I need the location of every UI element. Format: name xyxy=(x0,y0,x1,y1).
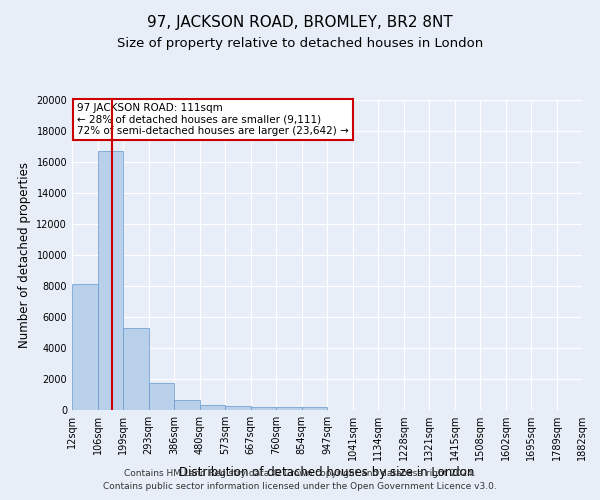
Bar xyxy=(225,406,251,410)
Text: Size of property relative to detached houses in London: Size of property relative to detached ho… xyxy=(117,38,483,51)
Bar xyxy=(276,407,302,410)
Bar xyxy=(123,328,149,410)
X-axis label: Distribution of detached houses by size in London: Distribution of detached houses by size … xyxy=(179,466,475,479)
Bar xyxy=(149,383,174,410)
Text: 97, JACKSON ROAD, BROMLEY, BR2 8NT: 97, JACKSON ROAD, BROMLEY, BR2 8NT xyxy=(147,15,453,30)
Bar xyxy=(251,407,276,410)
Bar xyxy=(97,151,123,410)
Bar xyxy=(174,400,199,410)
Text: 97 JACKSON ROAD: 111sqm
← 28% of detached houses are smaller (9,111)
72% of semi: 97 JACKSON ROAD: 111sqm ← 28% of detache… xyxy=(77,103,349,136)
Bar xyxy=(199,404,225,410)
Text: Contains HM Land Registry data © Crown copyright and database right 2024.: Contains HM Land Registry data © Crown c… xyxy=(124,468,476,477)
Bar xyxy=(302,408,327,410)
Y-axis label: Number of detached properties: Number of detached properties xyxy=(18,162,31,348)
Bar xyxy=(72,284,97,410)
Text: Contains public sector information licensed under the Open Government Licence v3: Contains public sector information licen… xyxy=(103,482,497,491)
